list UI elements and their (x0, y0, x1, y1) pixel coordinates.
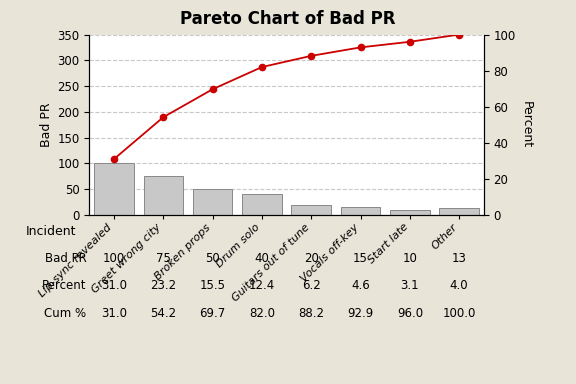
Text: Pareto Chart of Bad PR: Pareto Chart of Bad PR (180, 10, 396, 28)
Text: 3.1: 3.1 (400, 279, 419, 292)
Text: 82.0: 82.0 (249, 307, 275, 320)
Text: 40: 40 (255, 252, 270, 265)
Text: Bad PR: Bad PR (45, 252, 86, 265)
Text: 92.9: 92.9 (347, 307, 374, 320)
Text: 4.0: 4.0 (450, 279, 468, 292)
Text: 88.2: 88.2 (298, 307, 324, 320)
Bar (193, 189, 232, 215)
Text: Percent: Percent (42, 279, 86, 292)
Text: Cum %: Cum % (44, 307, 86, 320)
Text: 100.0: 100.0 (442, 307, 476, 320)
Bar (242, 194, 282, 215)
Text: Incident: Incident (26, 225, 77, 238)
Bar (143, 176, 183, 215)
Text: 4.6: 4.6 (351, 279, 370, 292)
Text: 69.7: 69.7 (199, 307, 226, 320)
Bar (341, 207, 380, 215)
Text: 96.0: 96.0 (397, 307, 423, 320)
Text: 31.0: 31.0 (101, 307, 127, 320)
Text: 75: 75 (156, 252, 170, 265)
Text: 13: 13 (452, 252, 467, 265)
Text: 12.4: 12.4 (249, 279, 275, 292)
Text: 6.2: 6.2 (302, 279, 321, 292)
Text: 20: 20 (304, 252, 319, 265)
Bar (439, 209, 479, 215)
Text: 15.5: 15.5 (199, 279, 226, 292)
Text: 10: 10 (403, 252, 417, 265)
Bar (94, 164, 134, 215)
Y-axis label: Bad PR: Bad PR (40, 103, 53, 147)
Bar (390, 210, 430, 215)
Text: 50: 50 (205, 252, 220, 265)
Text: 15: 15 (353, 252, 368, 265)
Y-axis label: Percent: Percent (520, 101, 533, 148)
Bar (291, 205, 331, 215)
Text: 23.2: 23.2 (150, 279, 176, 292)
Text: 100: 100 (103, 252, 125, 265)
Text: 54.2: 54.2 (150, 307, 176, 320)
Text: 31.0: 31.0 (101, 279, 127, 292)
